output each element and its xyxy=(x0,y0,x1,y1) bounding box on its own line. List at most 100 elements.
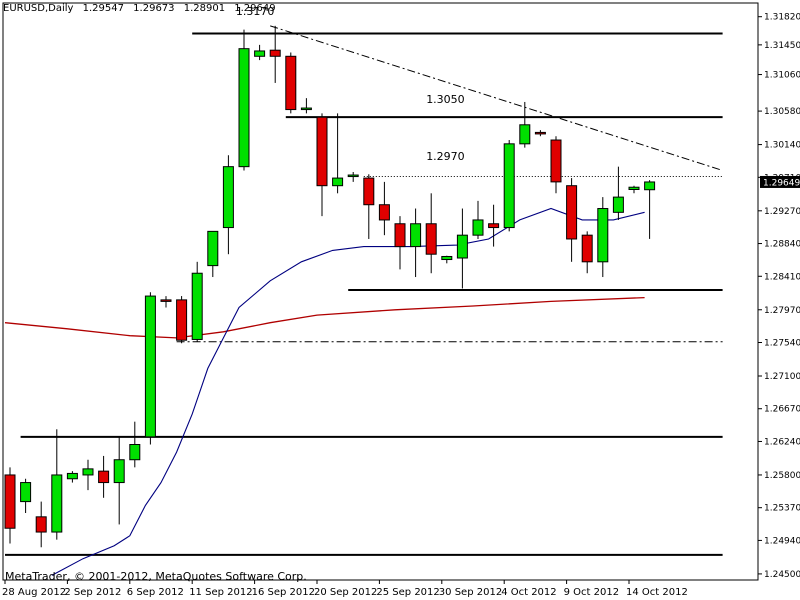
candle xyxy=(581,231,593,274)
candle xyxy=(144,292,156,445)
candle xyxy=(347,171,359,182)
date-tick-label: 16 Sep 2012 xyxy=(252,587,315,598)
chart-header: EURUSD,Daily 1.29547 1.29673 1.28901 1.2… xyxy=(3,3,282,14)
candle xyxy=(644,180,656,239)
candle-body-bear xyxy=(285,55,297,111)
moving-averages xyxy=(4,207,645,576)
price-tick-label: 1.24940 xyxy=(764,536,800,546)
candle-body-bear xyxy=(566,185,578,240)
date-tick-label: 28 Aug 2012 xyxy=(2,587,66,598)
candle-body-bear xyxy=(581,234,593,263)
price-tick-label: 1.26670 xyxy=(764,405,800,415)
candle-body-bull xyxy=(300,107,312,111)
price-tick-label: 1.27970 xyxy=(764,306,800,316)
candle-body-bull xyxy=(113,459,125,484)
price-tick-label: 1.30580 xyxy=(764,107,800,117)
candle xyxy=(207,230,219,278)
candle-body-bear xyxy=(176,299,188,341)
price-tick-label: 1.25800 xyxy=(764,471,800,481)
price-tick-label: 1.30140 xyxy=(764,141,800,151)
candle xyxy=(628,185,640,194)
candle-body-bull xyxy=(207,230,219,267)
price-tick-label: 1.31820 xyxy=(764,13,800,23)
candle-body-bear xyxy=(425,223,437,255)
candle-body-bull xyxy=(238,48,250,168)
price-tick-label: 1.28410 xyxy=(764,272,800,282)
candle xyxy=(35,501,47,548)
candle xyxy=(456,208,468,289)
candle-body-bear xyxy=(534,131,546,135)
price-tick-label: 1.27100 xyxy=(764,372,800,382)
candle-body-bull xyxy=(347,174,359,178)
candle xyxy=(82,459,94,491)
candle xyxy=(238,29,250,171)
trendline xyxy=(270,25,723,171)
date-tick-label: 14 Oct 2012 xyxy=(626,587,688,598)
candle xyxy=(332,113,344,194)
plot-frame xyxy=(2,2,759,581)
candle xyxy=(378,181,390,236)
candle-body-bull xyxy=(456,234,468,259)
candle-body-bull xyxy=(628,186,640,190)
candle xyxy=(285,52,297,114)
candle-body-bear xyxy=(550,139,562,183)
candle xyxy=(4,467,16,544)
candle xyxy=(129,421,141,468)
candle xyxy=(254,44,266,61)
date-tick-label: 11 Sep 2012 xyxy=(189,587,252,598)
price-tick-label: 1.29270 xyxy=(764,207,800,217)
symbol-timeframe: EURUSD,Daily xyxy=(3,3,74,14)
candle xyxy=(597,197,609,278)
candle xyxy=(566,178,578,262)
price-tick-label: 1.28840 xyxy=(764,240,800,250)
candle-body-bull xyxy=(612,196,624,213)
candle-body-bear xyxy=(394,223,406,248)
candle xyxy=(316,113,328,217)
candle-body-bear xyxy=(160,299,172,302)
candle xyxy=(394,216,406,270)
date-tick-label: 9 Oct 2012 xyxy=(564,587,619,598)
candle-body-bull xyxy=(472,219,484,236)
candle xyxy=(66,471,78,483)
price-axis: 1.318201.314501.310601.305801.301401.297… xyxy=(758,13,800,580)
candle-body-bull xyxy=(332,177,344,187)
candle-body-bull xyxy=(503,143,515,229)
candle-body-bear xyxy=(98,470,110,484)
price-annotation: 1.2970 xyxy=(426,149,465,163)
candle-body-bull xyxy=(222,166,234,229)
candle xyxy=(488,204,500,247)
candle-body-bull xyxy=(441,255,453,261)
candle xyxy=(472,200,484,239)
candle-body-bull xyxy=(66,472,78,480)
candle xyxy=(519,101,531,148)
candle-body-bull xyxy=(129,444,141,461)
candle-body-bull xyxy=(410,223,422,248)
candle-body-bear xyxy=(35,516,47,533)
date-tick-label: 25 Sep 2012 xyxy=(376,587,439,598)
price-tick-label: 1.27540 xyxy=(764,339,800,349)
candle-body-bull xyxy=(191,272,203,340)
candle-body-bear xyxy=(378,204,390,221)
candle-body-bull xyxy=(82,468,94,476)
price-tick-label: 1.24500 xyxy=(764,570,800,580)
copyright-text: MetaTrader, © 2001-2012, MetaQuotes Soft… xyxy=(5,570,307,583)
plot-border xyxy=(2,2,759,581)
price-tick-label: 1.31060 xyxy=(764,71,800,81)
candle xyxy=(410,208,422,278)
date-tick-label: 4 Oct 2012 xyxy=(501,587,556,598)
candle-body-bear xyxy=(4,474,16,529)
candles xyxy=(4,25,656,548)
moving-average-slow xyxy=(4,296,645,339)
candle-body-bull xyxy=(51,474,63,533)
candle xyxy=(191,261,203,342)
candle xyxy=(160,296,172,308)
current-price-label: 1.29649 xyxy=(763,178,800,188)
date-tick-label: 6 Sep 2012 xyxy=(127,587,184,598)
ohlc-open: 1.29547 xyxy=(82,3,124,14)
date-tick-label: 30 Sep 2012 xyxy=(439,587,502,598)
candle xyxy=(503,140,515,232)
candle xyxy=(612,166,624,220)
candle xyxy=(98,455,110,498)
candle-body-bull xyxy=(519,124,531,145)
